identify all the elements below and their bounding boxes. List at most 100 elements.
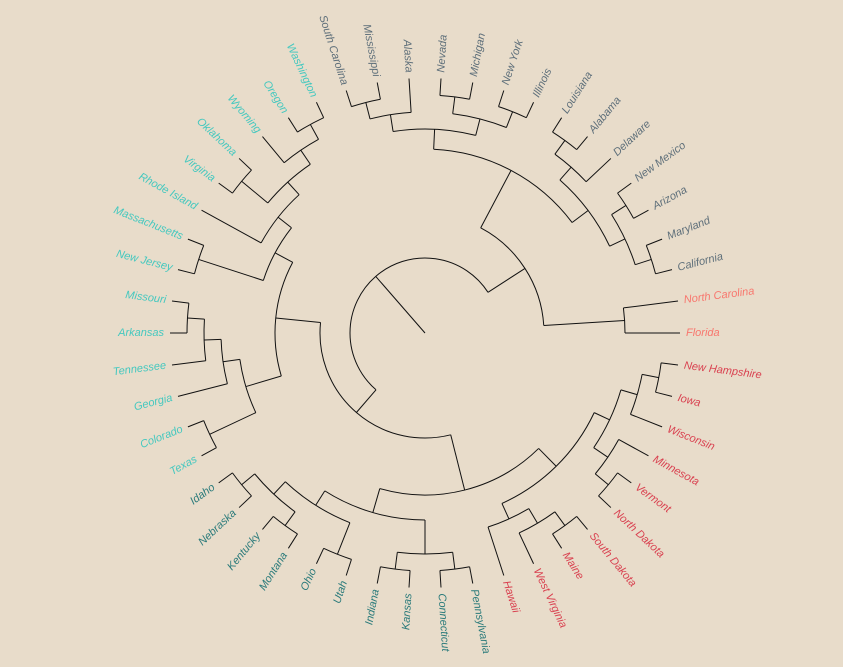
leaf-label: Hawaii xyxy=(500,579,522,615)
branch-line xyxy=(275,317,321,324)
branch-line xyxy=(469,566,474,584)
leaf-label: Pennsylvania xyxy=(468,588,492,655)
leaf-label: Louisiana xyxy=(560,70,595,116)
leaf-label: New York xyxy=(500,38,526,87)
branch-line xyxy=(209,412,257,435)
leaf-label: Iowa xyxy=(676,392,702,409)
branch-line xyxy=(528,508,538,524)
leaf-label: Michigan xyxy=(468,32,488,77)
branch-line xyxy=(187,420,204,428)
leaf-label: Maine xyxy=(560,550,586,582)
branch-line xyxy=(655,269,673,275)
branch-line xyxy=(171,300,189,304)
branch-line xyxy=(171,360,206,366)
branch-line xyxy=(620,389,638,396)
branch-line xyxy=(262,136,285,164)
branch-line xyxy=(480,170,512,229)
branch-line xyxy=(315,102,325,118)
leaf-label: Nevada xyxy=(435,34,449,73)
branch-line xyxy=(525,102,535,118)
leaf-label: Florida xyxy=(686,327,720,339)
branch-line xyxy=(598,495,612,508)
leaf-label: North Dakota xyxy=(611,507,666,560)
leaf-label: Rhode Island xyxy=(137,171,200,213)
branch-line xyxy=(633,209,649,219)
leaf-label: Indiana xyxy=(363,588,382,626)
leaf-label: California xyxy=(676,251,724,274)
branch-line xyxy=(609,238,626,247)
branch-line xyxy=(617,182,632,194)
branch-line xyxy=(439,78,442,96)
branch-line xyxy=(372,488,381,513)
branch-line xyxy=(501,503,510,520)
branch-line xyxy=(611,205,627,216)
branch-line xyxy=(543,319,625,327)
leaf-label: Kansas xyxy=(400,593,414,631)
branch-line xyxy=(238,158,252,171)
branch-line xyxy=(201,447,217,457)
branch-line xyxy=(408,570,411,588)
branch-line xyxy=(187,317,205,320)
leaf-label: Vermont xyxy=(633,481,674,515)
branch-line xyxy=(593,412,610,421)
leaf-label: Massachusetts xyxy=(112,204,185,242)
leaf-label: New Mexico xyxy=(633,139,689,184)
leaf-label: West Virginia xyxy=(531,567,569,630)
branch-line xyxy=(274,252,293,263)
branch-line xyxy=(284,511,296,526)
branch-line xyxy=(646,238,663,246)
branch-line xyxy=(661,362,679,366)
branch-line xyxy=(218,472,233,484)
leaf-label: Virginia xyxy=(181,153,218,184)
leaf-label: Arizona xyxy=(650,184,689,213)
branch-line xyxy=(469,82,474,100)
branch-line xyxy=(336,522,351,555)
branch-line xyxy=(365,102,371,120)
branch-line xyxy=(277,216,292,229)
branch-line xyxy=(201,209,262,244)
leaf-label: Arkansas xyxy=(117,327,164,339)
branch-arc xyxy=(379,448,539,496)
leaf-label: Colorado xyxy=(139,423,185,451)
branch-line xyxy=(309,124,319,140)
leaf-label: Wisconsin xyxy=(665,423,716,453)
leaf-label: Delaware xyxy=(611,118,653,159)
leaf-label: Montana xyxy=(257,550,290,593)
branch-line xyxy=(576,136,588,150)
branch-line xyxy=(585,158,612,183)
leaf-label: Utah xyxy=(331,579,350,605)
branch-line xyxy=(198,258,264,281)
branch-line xyxy=(439,570,442,588)
leaf-label: New Hampshire xyxy=(683,360,762,382)
leaf-label: South Dakota xyxy=(587,530,639,589)
branch-line xyxy=(177,383,228,397)
branch-line xyxy=(571,210,589,223)
branch-line xyxy=(594,473,609,486)
branch-line xyxy=(452,552,456,570)
branch-line xyxy=(218,182,233,194)
branch-line xyxy=(345,559,352,576)
leaf-label: Oklahoma xyxy=(194,116,239,159)
branch-line xyxy=(245,375,282,388)
branch-line xyxy=(222,358,240,363)
branch-line xyxy=(518,532,535,564)
branch-line xyxy=(238,495,252,508)
leaf-label: Wyoming xyxy=(225,93,264,137)
leaf-label: Kentucky xyxy=(225,529,264,573)
leaf-label: Nebraska xyxy=(196,507,239,548)
branch-line xyxy=(475,118,481,136)
branch-arc xyxy=(274,262,294,377)
branch-line xyxy=(287,533,298,549)
leaf-label: Maryland xyxy=(665,214,712,242)
branch-line xyxy=(452,96,456,114)
branch-line xyxy=(177,269,195,275)
leaf-label: Texas xyxy=(168,453,200,478)
leaf-label: Connecticut xyxy=(435,593,451,653)
leaf-label: Idaho xyxy=(188,481,217,507)
branch-line xyxy=(505,111,514,128)
branch-line xyxy=(554,140,566,155)
branch-line xyxy=(538,448,557,467)
branch-line xyxy=(187,238,204,246)
branch-line xyxy=(635,258,652,266)
branch-line xyxy=(641,373,659,379)
